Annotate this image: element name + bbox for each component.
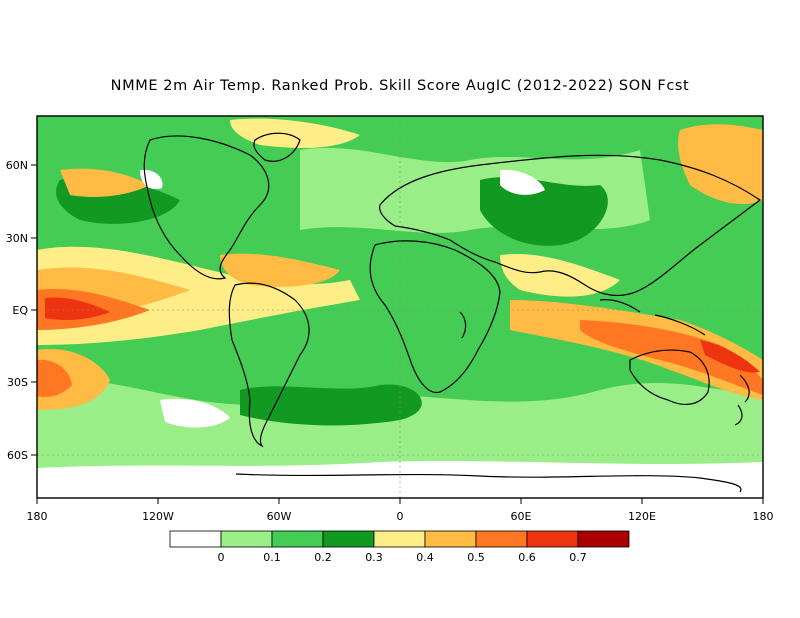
x-tick-label: 0 [397, 510, 404, 523]
greenland-outline [253, 132, 301, 162]
colorbar-label: 0.1 [263, 551, 281, 564]
x-tick-label: 120W [142, 510, 174, 523]
graticule [37, 116, 763, 498]
asia-dark-zone [480, 177, 608, 246]
colorbar-label: 0.5 [467, 551, 485, 564]
indo-pacific-orange [580, 320, 763, 395]
y-tick-label: 30N [6, 232, 28, 245]
arabian-sea-warm [500, 254, 620, 297]
colorbar-label: 0.4 [416, 551, 434, 564]
bering-warm [60, 168, 150, 197]
x-tick-label: 120E [628, 510, 656, 523]
colorbar-label: 0.7 [569, 551, 587, 564]
y-tick-label: 60S [7, 449, 28, 462]
antarctica-outline [235, 473, 742, 493]
colorbar-swatch [220, 530, 273, 548]
colorbar-swatch [373, 530, 426, 548]
south-atlantic-dark [240, 384, 422, 426]
colorbar-swatch [169, 530, 222, 548]
y-axis: 60N 30N EQ 30S 60S [6, 159, 37, 462]
x-tick-label: 180 [27, 510, 48, 523]
colorbar-label: 0.3 [365, 551, 383, 564]
pacific-core [45, 297, 110, 320]
x-tick-label: 60W [267, 510, 292, 523]
y-tick-label: 60N [6, 159, 28, 172]
colorbar-swatch [475, 530, 528, 548]
colorbar-label: 0.2 [314, 551, 332, 564]
coastlines [143, 132, 762, 493]
colorbar-swatch [577, 530, 630, 548]
tropical-pacific-warm [37, 246, 360, 345]
x-tick-label: 60E [511, 510, 532, 523]
y-tick-label: EQ [12, 304, 28, 317]
map-field [37, 116, 763, 498]
africa-outline [369, 240, 501, 394]
colorbar-label: 0 [218, 551, 225, 564]
central-asia-white [500, 169, 545, 195]
antarctic-white [37, 461, 763, 498]
australia-outline [629, 349, 710, 406]
map-title: NMME 2m Air Temp. Ranked Prob. Skill Sco… [110, 78, 690, 94]
north-pacific-east-warm [678, 124, 763, 205]
new-zealand-outline [734, 374, 750, 426]
colorbar-swatch [424, 530, 477, 548]
madagascar-outline [459, 311, 467, 339]
south-pacific-white [160, 398, 230, 428]
eurasia-outline [379, 154, 762, 297]
colorbar-swatch [526, 530, 579, 548]
colorbar-swatch [271, 530, 324, 548]
caribbean-warm [220, 253, 340, 287]
arctic-warm [230, 118, 360, 148]
north-america-outline [143, 135, 270, 280]
x-tick-label: 180 [753, 510, 774, 523]
colorbar: 0 0.1 0.2 0.3 0.4 0.5 0.6 0.7 [169, 530, 630, 564]
y-tick-label: 30S [7, 376, 28, 389]
southern-ocean-zone [37, 378, 763, 470]
south-america-outline [228, 282, 310, 448]
colorbar-label: 0.6 [518, 551, 536, 564]
x-axis: 180 120W 60W 0 60E 120E 180 [27, 498, 774, 523]
colorbar-swatch [322, 530, 375, 548]
indo-pacific-core [700, 340, 760, 373]
alaska-white [140, 169, 163, 190]
south-pacific-core [37, 359, 72, 397]
